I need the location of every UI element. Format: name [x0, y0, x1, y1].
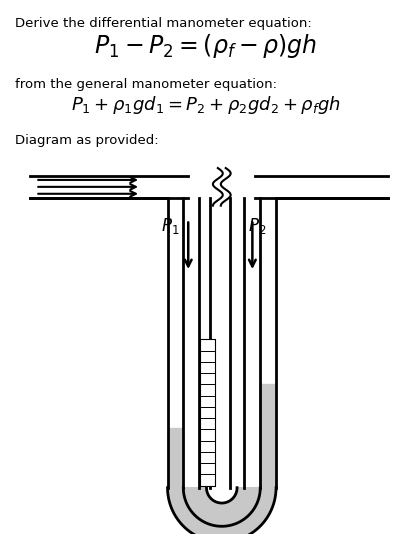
Polygon shape: [168, 488, 276, 537]
Text: $P_1 - P_2 = (\rho_f - \rho)gh$: $P_1 - P_2 = (\rho_f - \rho)gh$: [94, 32, 318, 61]
Text: $P_1 + \rho_1 g d_1 = P_2 + \rho_2 g d_2 + \rho_f gh$: $P_1 + \rho_1 g d_1 = P_2 + \rho_2 g d_2…: [71, 94, 341, 116]
Bar: [260, 384, 276, 488]
Text: from the general manometer equation:: from the general manometer equation:: [14, 78, 276, 91]
Text: Derive the differential manometer equation:: Derive the differential manometer equati…: [14, 17, 311, 30]
Text: Diagram as provided:: Diagram as provided:: [14, 134, 158, 147]
Text: $P_2$: $P_2$: [248, 215, 267, 236]
Text: $P_1$: $P_1$: [161, 215, 179, 236]
Bar: [168, 429, 183, 488]
Polygon shape: [183, 488, 260, 526]
Bar: [200, 339, 215, 486]
